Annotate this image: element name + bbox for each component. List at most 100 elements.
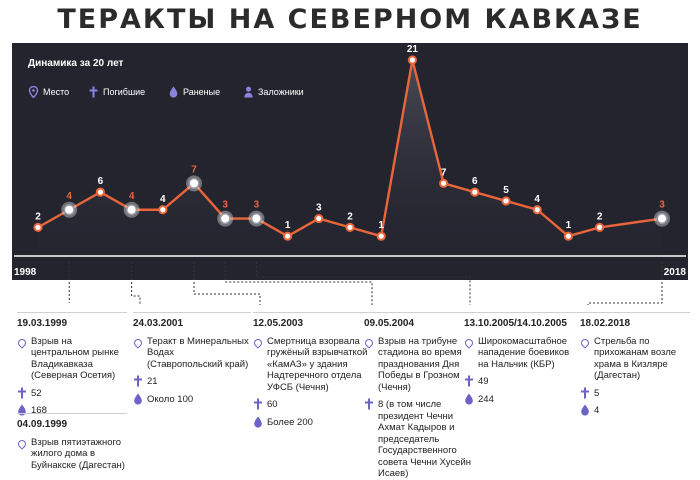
data-label: 4 <box>160 194 166 205</box>
chart-legend: Место Погибшие Раненые Заложники <box>0 86 700 100</box>
data-label: 3 <box>222 200 228 211</box>
blood-drop-icon <box>134 393 142 404</box>
event-date: 13.10.2005/14.10.2005 <box>464 318 567 329</box>
data-label: 5 <box>503 185 509 196</box>
event-date: 24.03.2001 <box>133 318 184 329</box>
blood-drop-icon <box>465 393 473 404</box>
event-connector <box>255 262 471 305</box>
cross-icon <box>254 398 262 410</box>
event-description: Широкомасштабное нападение боевиков на Н… <box>464 336 582 371</box>
data-point <box>532 205 542 215</box>
event-divider <box>580 312 690 313</box>
data-point <box>439 178 449 188</box>
event-dead-count: 5 <box>594 387 600 399</box>
cross-icon <box>18 387 26 398</box>
cross-icon <box>89 86 98 98</box>
event-dead: 60 <box>253 398 371 411</box>
data-label: 7 <box>191 164 197 175</box>
event-dead: 5 <box>580 387 690 400</box>
person-icon <box>244 86 253 98</box>
data-label: 4 <box>534 194 540 205</box>
data-label: 2 <box>347 211 353 222</box>
event-divider <box>133 312 251 313</box>
event-description: Стрельба по прихожанам возле храма в Киз… <box>580 336 690 382</box>
event-wounded: 4 <box>580 404 690 417</box>
event-dead: 49 <box>464 375 582 388</box>
event-2001-mineralnye-vody: 24.03.2001 Теракт в Минеральных Водах (С… <box>133 312 251 406</box>
data-point-highlighted <box>63 204 75 216</box>
data-label: 6 <box>98 176 104 187</box>
data-label: 6 <box>472 176 478 187</box>
x-tick-label: 1998 <box>14 267 37 278</box>
event-description: Теракт в Минеральных Водах (Ставропольск… <box>133 336 251 371</box>
legend-item-wounded: Раненые <box>168 86 220 98</box>
data-point-highlighted <box>219 213 231 225</box>
legend-item-place: Место <box>28 86 69 98</box>
event-1999-buynaksk: 04.09.1999 Взрыв пятиэтажного жилого дом… <box>17 413 127 472</box>
cross-icon <box>581 387 589 398</box>
x-tick-label: 2018 <box>664 267 687 278</box>
cross-icon <box>365 398 373 410</box>
data-label: 1 <box>566 220 572 231</box>
page-title: ТЕРАКТЫ НА СЕВЕРНОМ КАВКАЗЕ <box>57 4 643 35</box>
legend-item-hostages: Заложники <box>243 86 304 98</box>
data-point <box>314 213 324 224</box>
data-label: 3 <box>316 203 322 214</box>
data-point <box>95 187 106 197</box>
series-area <box>38 60 662 256</box>
cross-icon <box>465 375 473 387</box>
data-point <box>563 231 574 241</box>
event-connector <box>224 262 373 305</box>
event-date: 09.05.2004 <box>364 318 415 329</box>
data-point <box>33 222 43 232</box>
event-description: Смертница взорвала гружёный взрывчаткой … <box>253 336 371 394</box>
event-wounded: 244 <box>464 393 582 406</box>
event-date: 19.03.1999 <box>17 318 68 329</box>
data-label: 2 <box>35 211 41 222</box>
data-point <box>407 55 417 65</box>
event-wounded-count: Более 200 <box>267 416 313 428</box>
blood-drop-icon <box>18 404 26 416</box>
blood-drop-icon <box>581 404 589 416</box>
data-point <box>595 222 605 232</box>
data-label: 3 <box>659 200 665 211</box>
chart-subtitle: Динамика за 20 лет <box>28 58 124 69</box>
blood-drop-icon <box>169 86 178 98</box>
data-point <box>283 231 293 241</box>
event-dead-count: 52 <box>31 387 42 399</box>
legend-label-dead: Погибшие <box>103 87 146 97</box>
event-wounded: Около 100 <box>133 393 251 406</box>
event-divider <box>364 312 472 313</box>
event-divider <box>464 312 582 313</box>
event-description: Взрыв пятиэтажного жилого дома в Буйнакс… <box>17 437 127 472</box>
event-wounded-count: Около 100 <box>147 393 194 405</box>
legend-item-dead: Погибшие <box>88 86 145 98</box>
data-label: 2 <box>597 211 603 222</box>
event-dead-count: 21 <box>147 376 158 387</box>
cross-icon <box>134 375 142 387</box>
event-2018-kizlyar: 18.02.2018 Стрельба по прихожанам возле … <box>580 312 690 417</box>
event-wounded-count: 168 <box>31 405 47 416</box>
event-wounded: 168 <box>17 404 127 417</box>
event-dead-count: 60 <box>267 399 278 410</box>
event-2005-nalchik: 13.10.2005/14.10.2005 Широкомасштабное н… <box>464 312 582 406</box>
event-connector <box>587 262 663 305</box>
event-2004-grozny: 09.05.2004 Взрыв на трибуне стадиона во … <box>364 312 472 480</box>
event-divider <box>253 312 371 313</box>
legend-label-place: Место <box>43 87 70 97</box>
event-date: 12.05.2003 <box>253 318 304 329</box>
data-label: 21 <box>407 44 419 55</box>
event-2003-znamenskoye: 12.05.2003 Смертница взорвала гружёный в… <box>253 312 371 428</box>
event-description: Взрыв на трибуне стадиона во время празд… <box>364 336 472 394</box>
data-label: 7 <box>441 167 447 178</box>
data-point-highlighted <box>250 213 262 225</box>
event-date: 04.09.1999 <box>17 419 68 430</box>
data-label: 3 <box>254 200 260 211</box>
blood-drop-icon <box>254 416 262 427</box>
data-label: 1 <box>378 220 384 231</box>
event-dead: 21 <box>133 375 251 388</box>
data-point <box>376 231 386 241</box>
event-connector <box>193 262 261 305</box>
event-dead-count: 49 <box>478 376 489 387</box>
